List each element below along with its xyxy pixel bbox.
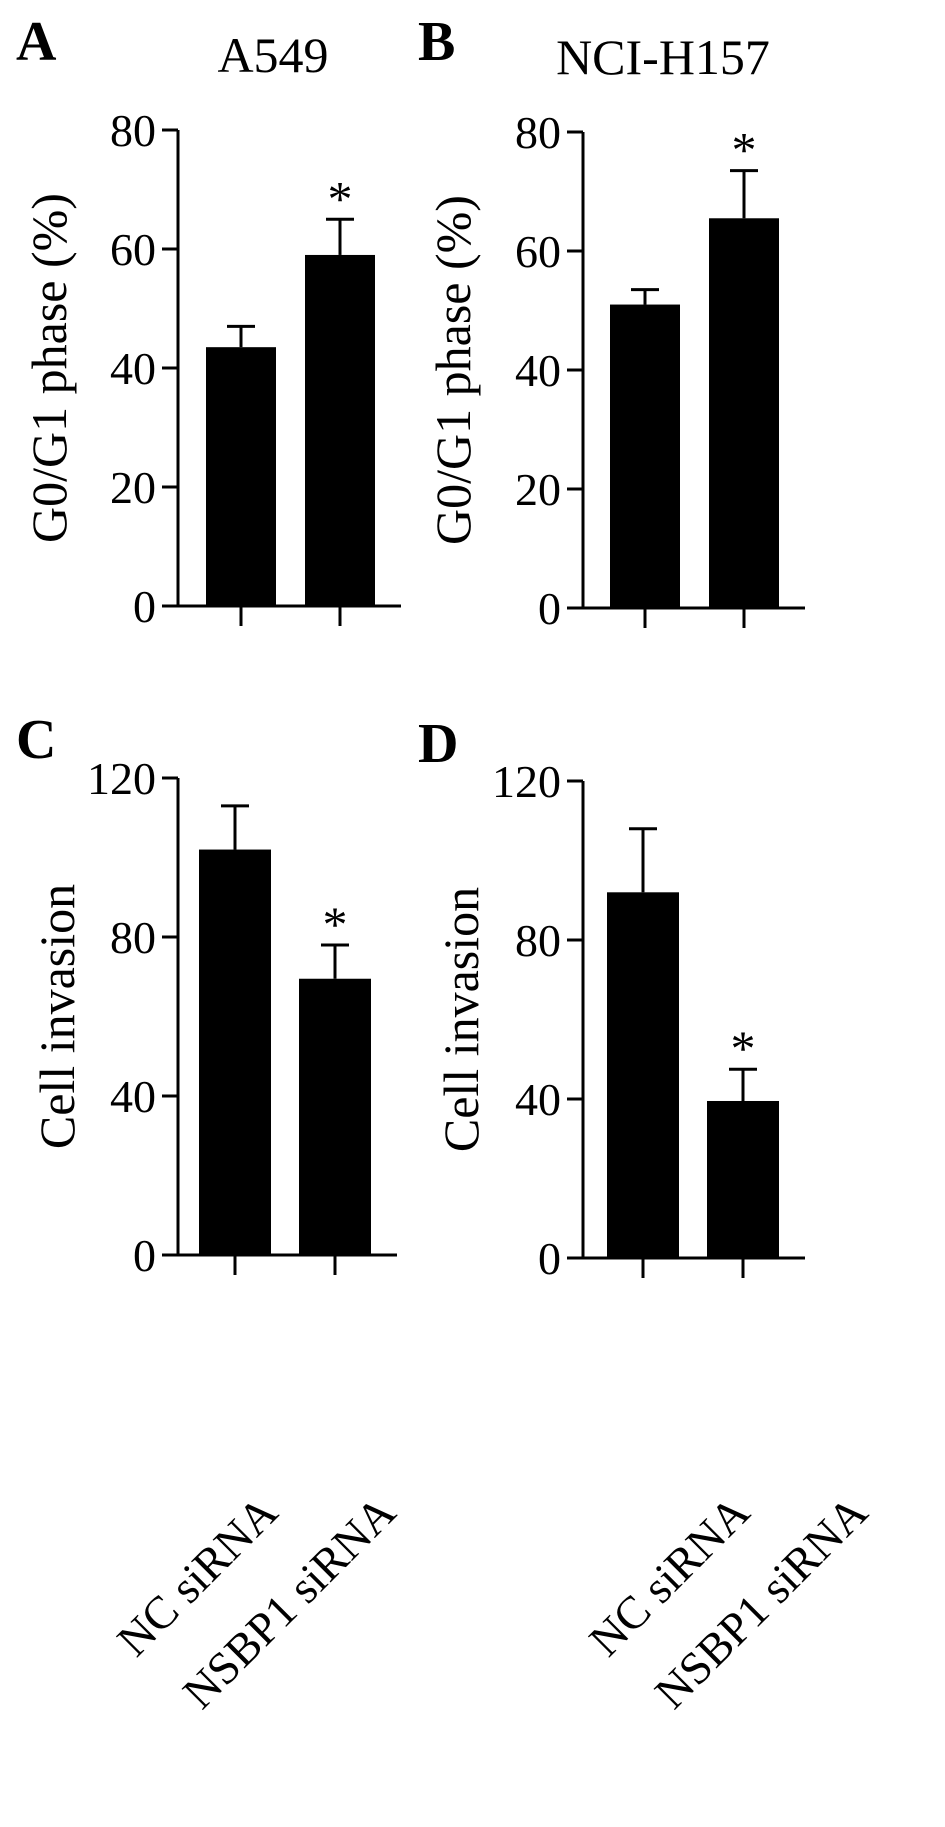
bar-nsbp1-sirna: [707, 1100, 779, 1258]
y-tick-label: 40: [515, 345, 561, 396]
bar-nsbp1-sirna: [299, 978, 371, 1255]
bar-nsbp1-sirna: [709, 218, 779, 608]
panel-d: D Cell invasion 0 40 80 120 *: [418, 713, 805, 1284]
panel-letter: A: [16, 11, 57, 73]
y-tick-label: 80: [110, 105, 156, 156]
panel-b: B NCI-H157 G0/G1 phase (%) 0 20 40 60 80 *: [418, 11, 805, 634]
bar-nc-sirna: [206, 347, 276, 606]
panel-a: A A549 G0/G1 phase (%) 0 20 40 60 80 *: [16, 11, 401, 632]
category-label-nsbp1-left: NSBP1 siRNA: [173, 1486, 405, 1718]
y-tick-label: 0: [133, 1230, 156, 1281]
panel-title: NCI-H157: [556, 29, 770, 85]
panel-title: A549: [217, 27, 328, 83]
category-label-nsbp1-right: NSBP1 siRNA: [645, 1486, 877, 1718]
y-tick-label: 20: [515, 464, 561, 515]
y-tick-label: 120: [87, 753, 156, 804]
y-tick-label: 0: [538, 1233, 561, 1284]
y-tick-label: 40: [110, 343, 156, 394]
bar-nc-sirna: [607, 892, 679, 1258]
panel-letter: B: [418, 11, 455, 73]
significance-star: *: [732, 122, 757, 178]
bar-nc-sirna: [199, 849, 271, 1255]
significance-star: *: [323, 896, 348, 952]
significance-star: *: [731, 1020, 756, 1076]
panel-c: C Cell invasion 0 40 80 120 *: [16, 709, 397, 1281]
y-tick-label: 60: [515, 226, 561, 277]
panel-letter: D: [418, 713, 458, 775]
panels: A A549 G0/G1 phase (%) 0 20 40 60 80 * B NCI-H157 G…: [16, 11, 805, 1284]
y-axis-label: Cell invasion: [433, 887, 489, 1152]
y-tick-label: 120: [492, 756, 561, 807]
y-tick-label: 40: [110, 1071, 156, 1122]
y-tick-label: 40: [515, 1074, 561, 1125]
y-tick-label: 80: [515, 107, 561, 158]
bar-nc-sirna: [610, 304, 680, 608]
y-tick-label: 20: [110, 462, 156, 513]
y-tick-label: 80: [515, 915, 561, 966]
y-tick-label: 0: [538, 583, 561, 634]
bar-nsbp1-sirna: [305, 254, 375, 606]
category-labels: NC siRNA NSBP1 siRNA NC siRNA NSBP1 siRN…: [107, 1486, 877, 1718]
significance-star: *: [328, 170, 353, 226]
y-tick-label: 80: [110, 912, 156, 963]
y-tick-label: 60: [110, 224, 156, 275]
y-axis-label: G0/G1 phase (%): [425, 195, 481, 545]
panel-letter: C: [16, 709, 56, 771]
y-tick-label: 0: [133, 581, 156, 632]
y-axis-label: Cell invasion: [29, 884, 85, 1149]
y-axis-label: G0/G1 phase (%): [21, 193, 77, 543]
